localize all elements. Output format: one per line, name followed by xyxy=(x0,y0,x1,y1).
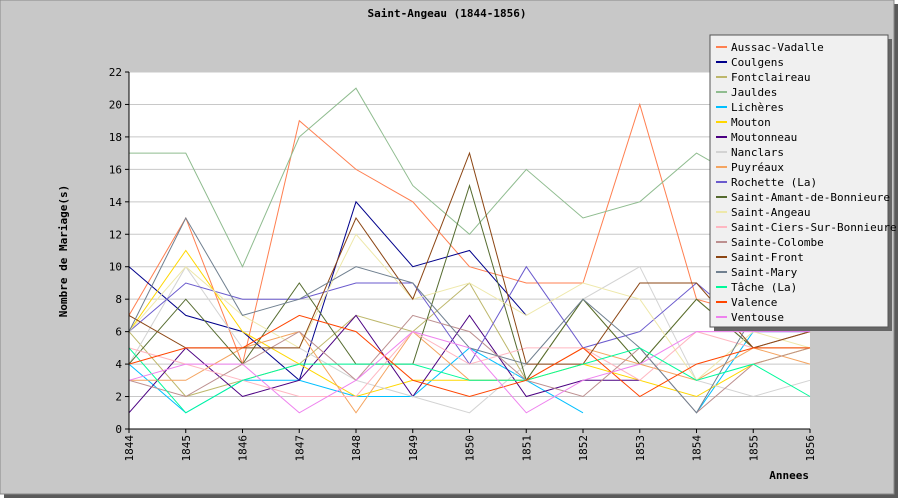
chart-title: Saint-Angeau (1844-1856) xyxy=(368,7,527,20)
legend-entry: Moutonneau xyxy=(731,131,797,144)
legend: Aussac-Vadalle Coulgens Fontclaireau Jaulde… xyxy=(716,41,897,324)
x-tick-label: 1845 xyxy=(180,435,193,462)
legend-entry: Fontclaireau xyxy=(731,71,810,84)
x-tick-label: 1852 xyxy=(577,435,590,462)
legend-entry: Saint-Mary xyxy=(731,266,798,279)
y-tick-label: 18 xyxy=(109,131,122,144)
legend-entry: Aussac-Vadalle xyxy=(731,41,824,54)
y-tick-label: 16 xyxy=(109,163,122,176)
x-tick-label: 1856 xyxy=(804,435,817,462)
x-tick-label: 1846 xyxy=(237,435,250,462)
series-lines xyxy=(128,87,811,414)
legend-entry: Lichères xyxy=(731,101,784,114)
y-tick-label: 20 xyxy=(109,98,122,111)
y-tick-label: 10 xyxy=(109,261,122,274)
x-tick-label: 1847 xyxy=(293,435,306,462)
x-tick-label: 1854 xyxy=(691,435,704,462)
legend-entry: Ventouse xyxy=(731,311,784,324)
legend-entry: Tâche (La) xyxy=(731,281,797,294)
x-tick-label: 1850 xyxy=(464,435,477,462)
x-tick-label: 1848 xyxy=(350,435,363,462)
x-tick-label: 1849 xyxy=(407,435,420,462)
x-tick-label: 1851 xyxy=(520,435,533,462)
legend-box xyxy=(709,34,889,328)
legend-entry: Rochette (La) xyxy=(731,176,817,189)
y-tick-label: 4 xyxy=(115,358,122,371)
legend-entry: Saint-Amant-de-Bonnieure xyxy=(731,191,890,204)
series-line-17 xyxy=(128,314,810,398)
legend-entry: Puyréaux xyxy=(731,161,784,174)
series-line-18 xyxy=(128,331,810,414)
y-tick-label: 6 xyxy=(115,326,122,339)
legend-entry: Saint-Ciers-Sur-Bonnieure xyxy=(731,221,897,234)
x-tick-labels: 1844 1845 1846 1847 1848 1849 1850 1851 1852 1853… xyxy=(123,429,817,462)
legend-entry: Coulgens xyxy=(731,56,784,69)
legend-entry: Nanclars xyxy=(731,146,784,159)
legend-entry: Saint-Front xyxy=(731,251,804,264)
legend-entry: Valence xyxy=(731,296,777,309)
x-tick-label: 1853 xyxy=(634,435,647,462)
series-line-16 xyxy=(128,347,811,414)
x-axis-label: Annees xyxy=(769,469,809,482)
legend-entry: Mouton xyxy=(731,116,771,129)
y-tick-label: 22 xyxy=(109,66,122,79)
y-tick-label: 0 xyxy=(115,423,122,436)
legend-entry: Sainte-Colombe xyxy=(731,236,824,249)
y-axis-label: Nombre de Mariage(s) xyxy=(57,185,70,317)
x-tick-label: 1855 xyxy=(747,435,760,462)
y-tick-label: 12 xyxy=(109,228,122,241)
series-line-3 xyxy=(129,87,811,268)
y-tick-label: 2 xyxy=(115,391,122,404)
y-tick-label: 14 xyxy=(109,196,123,209)
y-tick-labels: 0 2 4 6 8 10 12 14 16 18 20 22 xyxy=(109,66,129,436)
legend-entry: Jauldes xyxy=(731,86,777,99)
legend-entry: Saint-Angeau xyxy=(731,206,810,219)
y-tick-label: 8 xyxy=(115,293,122,306)
x-tick-label: 1844 xyxy=(123,435,136,462)
